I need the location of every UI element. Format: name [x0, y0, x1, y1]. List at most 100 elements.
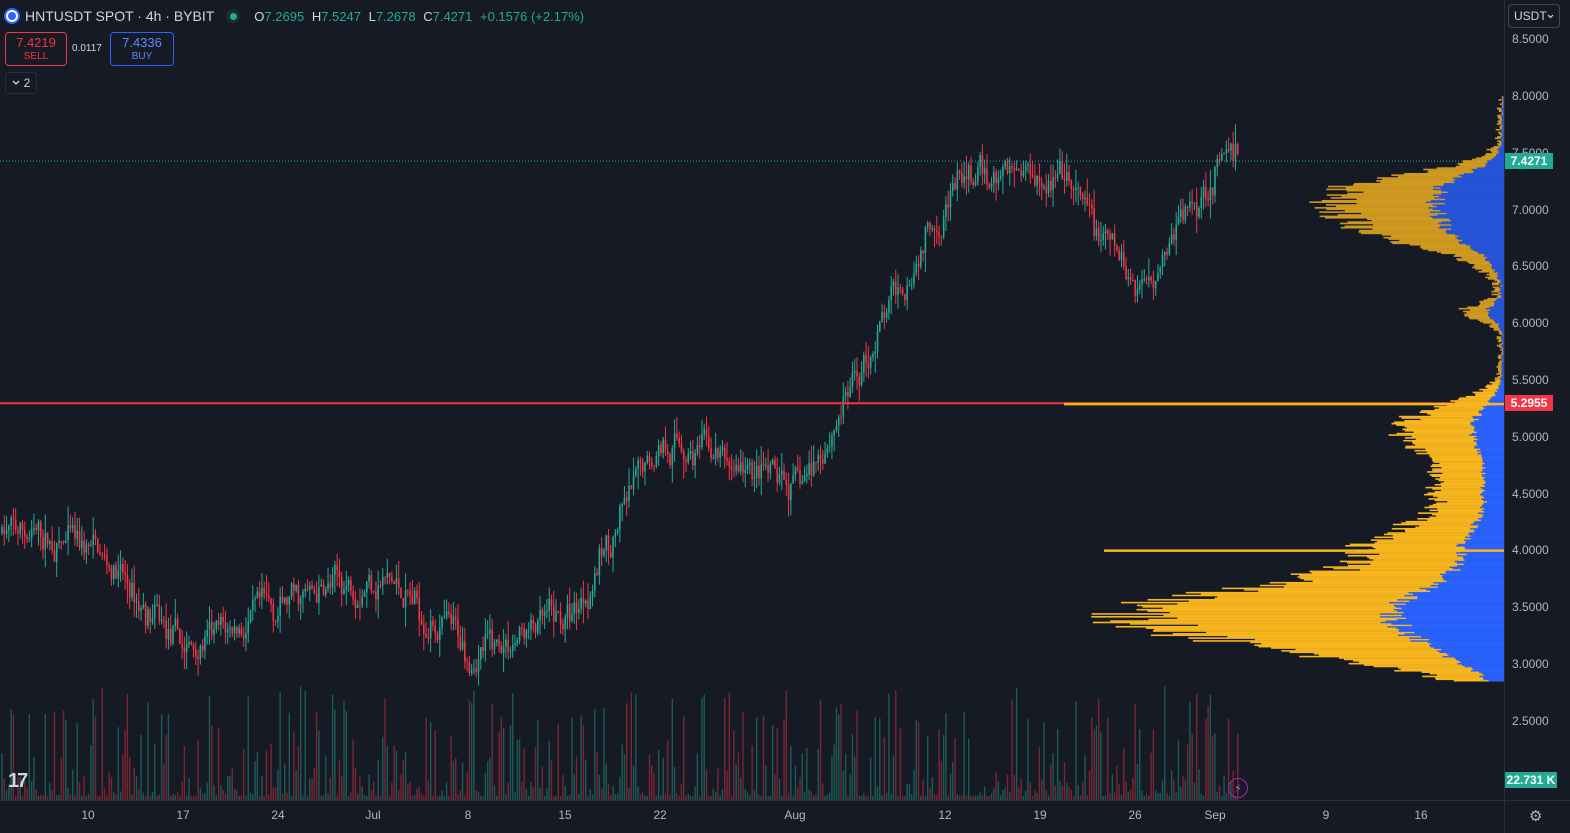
- volume-bar: [1207, 706, 1209, 800]
- gear-icon[interactable]: ⚙: [1529, 808, 1543, 825]
- currency-select[interactable]: USDT: [1508, 4, 1560, 28]
- time-axis[interactable]: [0, 800, 1504, 833]
- volume-bar: [217, 727, 220, 800]
- volume-profile-sell-row: [1337, 214, 1438, 216]
- volume-profile-sell-row: [1491, 293, 1499, 296]
- volume-profile-buy-row: [1438, 222, 1504, 225]
- volume-profile-sell-row: [1496, 344, 1502, 347]
- volume-bar: [167, 713, 170, 800]
- tradingview-logo[interactable]: 17: [8, 770, 28, 792]
- volume-bar: [860, 795, 863, 800]
- volume-profile-sell-row: [1495, 287, 1501, 290]
- volume-profile-buy-row: [1406, 603, 1504, 605]
- volume-profile-buy-row: [1484, 165, 1504, 168]
- price-chart-canvas[interactable]: [0, 0, 1504, 800]
- candle-body: [192, 644, 195, 650]
- volume-bar: [320, 795, 322, 800]
- candle-body: [678, 437, 680, 444]
- indicators-collapse-button[interactable]: 2: [5, 72, 37, 94]
- volume-profile-sell-row: [1390, 241, 1459, 243]
- candle-body: [806, 474, 808, 477]
- volume-bar: [240, 795, 243, 800]
- buy-button[interactable]: 7.4336 BUY: [110, 32, 174, 66]
- candle-body: [1084, 197, 1086, 200]
- volume-profile-buy-row: [1495, 394, 1504, 397]
- volume-profile-buy-row: [1478, 512, 1504, 514]
- volume-profile-sell-row: [1244, 589, 1427, 591]
- volume-profile-buy-row: [1472, 668, 1504, 671]
- candle-body: [767, 465, 769, 473]
- volume-profile-buy-row: [1502, 360, 1504, 363]
- volume-profile-buy-row: [1501, 364, 1504, 367]
- volume-bar: [778, 778, 781, 800]
- candle-body: [334, 564, 336, 576]
- volume-profile-buy-row: [1501, 376, 1504, 378]
- volume-profile-sell-row: [1478, 270, 1494, 273]
- volume-profile-sell-row: [1311, 571, 1447, 574]
- volume-profile-buy-row: [1483, 515, 1504, 517]
- volume-bar: [81, 795, 83, 800]
- volume-profile-sell-row: [1361, 212, 1447, 215]
- volume-bar: [402, 759, 404, 800]
- volume-profile-sell-row: [1428, 498, 1482, 500]
- volume-profile-buy-row: [1445, 198, 1504, 201]
- volume-bar: [507, 782, 509, 800]
- market-status-icon[interactable]: [226, 9, 241, 23]
- volume-profile-buy-row: [1502, 353, 1504, 355]
- sell-button[interactable]: 7.4219 SELL: [5, 32, 67, 66]
- volume-profile-buy-row: [1461, 175, 1504, 178]
- candle-body: [347, 580, 350, 586]
- candle-body: [384, 576, 386, 578]
- volume-bar: [1168, 795, 1171, 800]
- volume-profile-sell-row: [1429, 455, 1482, 458]
- ohlc-high-value: 7.5247: [321, 8, 361, 24]
- volume-profile-buy-row: [1457, 554, 1504, 557]
- candle-body: [906, 285, 908, 300]
- volume-bar: [512, 693, 514, 800]
- candle-body: [502, 647, 505, 654]
- volume-bar: [306, 795, 309, 800]
- volume-bar: [719, 795, 721, 800]
- volume-profile-buy-row: [1490, 262, 1504, 265]
- lightning-icon[interactable]: ⚡: [1228, 778, 1248, 798]
- volume-profile-sell-row: [1427, 519, 1481, 522]
- volume-profile-sell-row: [1297, 576, 1443, 578]
- volume-profile-sell-row: [1498, 292, 1502, 294]
- candle-body: [961, 172, 963, 184]
- volume-profile-buy-row: [1470, 527, 1504, 530]
- volume-profile-buy-row: [1466, 553, 1504, 556]
- volume-bar: [783, 719, 785, 800]
- volume-profile-sell-row: [1415, 438, 1478, 441]
- volume-bar: [1184, 780, 1187, 800]
- candle-body: [270, 598, 272, 605]
- volume-bar: [1223, 775, 1225, 800]
- candle-body: [721, 447, 724, 451]
- volume-bar: [958, 795, 961, 800]
- volume-bar: [238, 795, 240, 800]
- candle-body: [922, 250, 924, 254]
- candle-body: [1006, 161, 1009, 173]
- volume-profile-buy-row: [1500, 279, 1504, 282]
- volume-bar: [293, 731, 295, 800]
- volume-bar: [584, 759, 587, 800]
- candle-body: [39, 521, 42, 537]
- volume-profile-sell-row: [1434, 499, 1484, 502]
- volume-profile-sell-row: [1480, 320, 1495, 323]
- symbol-title[interactable]: HNTUSDT SPOT · 4h · BYBIT: [25, 8, 215, 24]
- volume-profile-buy-row: [1449, 218, 1504, 221]
- volume-profile-buy-row: [1420, 635, 1504, 638]
- volume-bar: [83, 776, 85, 800]
- volume-profile-sell-row: [1344, 209, 1441, 212]
- candle-body: [21, 522, 24, 531]
- candle-body: [1072, 188, 1075, 191]
- volume-bar: [375, 795, 377, 800]
- volume-profile-buy-row: [1436, 205, 1504, 208]
- volume-profile-buy-row: [1482, 405, 1504, 408]
- candle-body: [443, 617, 446, 619]
- volume-bar: [163, 764, 165, 800]
- candle-body: [352, 591, 354, 600]
- volume-profile-buy-row: [1434, 647, 1504, 649]
- candle-body: [302, 591, 304, 598]
- candle-body: [1061, 161, 1063, 180]
- volume-profile-buy-row: [1498, 385, 1504, 388]
